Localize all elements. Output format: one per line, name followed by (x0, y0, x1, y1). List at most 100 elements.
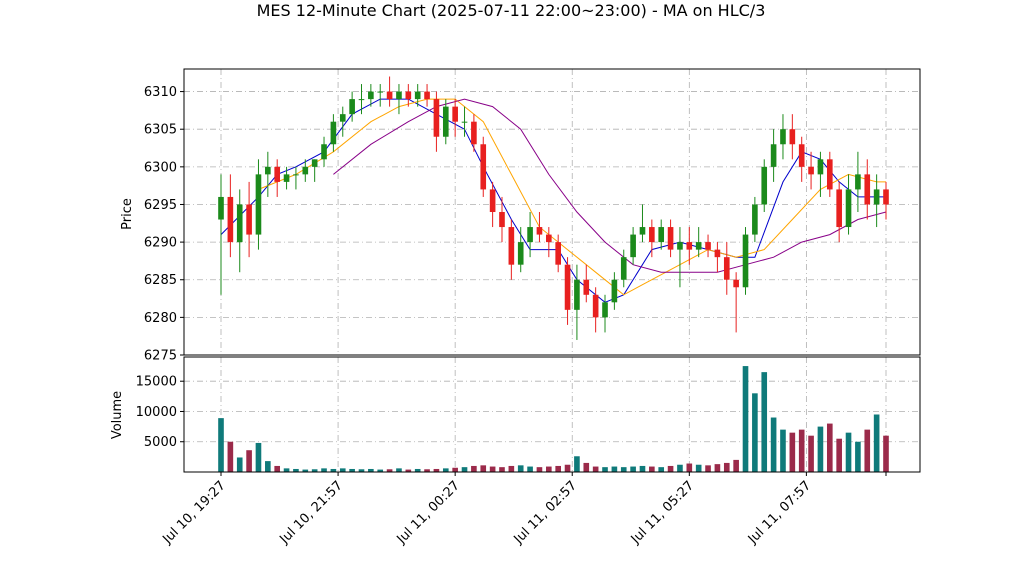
volume-bar (265, 461, 271, 472)
candle-body (752, 204, 758, 235)
price-axis-label: Price (120, 198, 135, 230)
price-grid (184, 69, 920, 356)
volume-bar (218, 418, 224, 472)
candle-body (377, 91, 384, 93)
volume-bar (583, 462, 590, 472)
volume-bar (283, 468, 290, 472)
candle-body (246, 204, 252, 235)
candle-body (480, 144, 487, 190)
candle-body (321, 144, 327, 160)
volume-bar (311, 469, 318, 472)
price-tick-label: 6305 (144, 123, 177, 138)
volume-bar (377, 469, 384, 472)
candles (218, 76, 889, 340)
volume-panel: 5000 10000 15000 Volume (110, 356, 921, 473)
volume-bar (405, 469, 412, 472)
candle-body (218, 196, 224, 220)
ma-line-mid (258, 98, 886, 296)
candle-body (527, 227, 533, 243)
volume-bar (442, 468, 449, 472)
volume-bar (414, 468, 421, 472)
candle-body (236, 204, 243, 243)
volume-frame (183, 356, 921, 473)
candle-body (639, 227, 646, 235)
price-tick-label: 6280 (144, 311, 177, 326)
candle-body (311, 159, 318, 167)
volume-bar (536, 467, 543, 472)
candle-body (349, 99, 355, 115)
volume-bar (358, 469, 365, 472)
volume-bar (780, 429, 786, 472)
price-tick-label: 6285 (144, 273, 177, 288)
volume-bar (883, 435, 889, 472)
candle-body (798, 144, 805, 167)
volume-bar (302, 469, 309, 472)
candle-body (845, 189, 852, 228)
volume-bar (574, 456, 580, 472)
volume-bar (339, 468, 346, 472)
volume-bar (630, 466, 636, 472)
candle-body (424, 91, 430, 100)
candle-body (583, 279, 590, 295)
volume-bar (489, 466, 496, 472)
candle-body (396, 91, 402, 100)
volume-bar (424, 469, 430, 472)
candle-body (546, 234, 552, 243)
volume-bar (752, 393, 758, 472)
volume-bar (321, 468, 327, 472)
volume-bar (461, 467, 468, 472)
volume-bar (236, 457, 243, 472)
candle-body (808, 166, 814, 175)
volume-bar (705, 465, 711, 472)
price-tick-label: 6295 (144, 198, 177, 213)
x-tick-label: Jul 10, 21:57 (277, 478, 346, 547)
candle-body (826, 159, 833, 190)
volume-bar (761, 372, 768, 472)
candle-body (433, 99, 440, 137)
volume-bar (546, 466, 552, 472)
candle-body (855, 174, 861, 190)
volume-bar (836, 438, 842, 472)
x-tick-label: Jul 11, 02:57 (511, 478, 580, 547)
candle-body (536, 227, 543, 235)
candle-body (368, 91, 374, 100)
volume-bar (742, 366, 749, 472)
volume-bar (564, 464, 571, 472)
volume-bar (227, 441, 234, 472)
volume-bar (620, 467, 627, 472)
volume-bar (667, 465, 674, 472)
candle-body (883, 189, 889, 205)
candle-body (667, 227, 674, 250)
x-tick-label: Jul 11, 07:57 (745, 478, 814, 547)
volume-bar (433, 468, 440, 472)
volume-bar (714, 464, 721, 472)
candle-body (817, 159, 824, 175)
candle-body (265, 166, 271, 175)
volume-bar (471, 465, 477, 472)
volume-bar (499, 467, 505, 472)
candle-body (386, 91, 393, 100)
volume-bar (386, 469, 393, 472)
candle-body (293, 174, 299, 176)
candle-body (620, 257, 627, 280)
candle-body (442, 106, 449, 137)
candle-body (489, 189, 496, 212)
candle-body (517, 242, 524, 265)
price-tick-label: 6300 (144, 160, 177, 175)
candle-body (714, 249, 721, 258)
volume-bar (649, 466, 655, 472)
candle-body (611, 279, 618, 303)
candle-body (864, 174, 871, 205)
candle-body (742, 234, 749, 288)
candle-body (330, 121, 337, 145)
price-frame (183, 68, 921, 356)
candle-body (302, 166, 309, 175)
candle-body (339, 114, 346, 122)
candle-body (564, 264, 571, 310)
volume-bar (246, 450, 252, 472)
volume-bar (452, 467, 458, 472)
candle-body (471, 121, 477, 145)
volume-bar (611, 466, 618, 472)
volume-bar (555, 465, 561, 472)
